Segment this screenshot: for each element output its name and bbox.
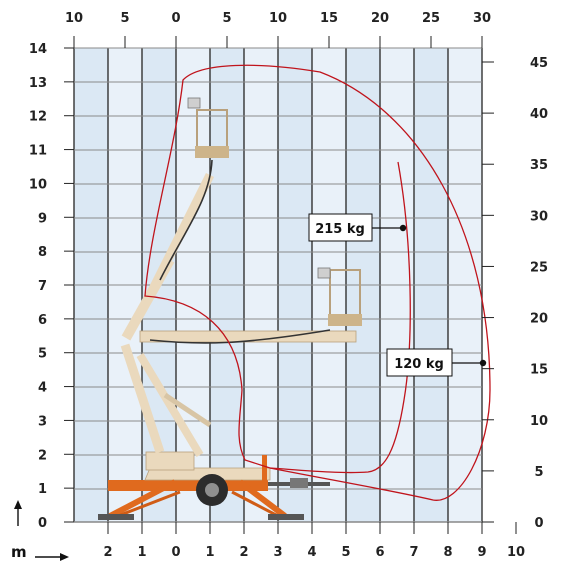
outrigger-right-brace (231, 490, 279, 518)
callout-point (479, 359, 487, 367)
boom-vertical (121, 97, 229, 341)
lower-cylinder (163, 392, 212, 428)
aerial-platform-illustration (98, 97, 362, 520)
left-tick-label: 10 (29, 177, 47, 192)
bottom-tick-label: 1 (205, 545, 214, 560)
bottom-tick-label: 3 (273, 545, 282, 560)
left-tick-label: 5 (38, 347, 47, 362)
top-tick-label: 25 (422, 11, 440, 26)
right-tick-label: 10 (530, 414, 548, 429)
outrigger-pad-right (268, 514, 304, 520)
top-tick-label: 0 (171, 11, 180, 26)
bottom-tick-label: 6 (375, 545, 384, 560)
bottom-axis: 2 1 0 1 2 3 4 5 6 7 8 9 10 (103, 522, 525, 560)
envelope-215kg (269, 161, 411, 474)
left-tick-label: 9 (38, 211, 47, 226)
bottom-tick-label: 2 (103, 545, 112, 560)
bottom-tick-label: 1 (137, 545, 146, 560)
boom-horizontal (139, 267, 362, 344)
basket-floor-horizontal (328, 314, 362, 326)
bottom-tick-label: 2 (239, 545, 248, 560)
hose (149, 329, 331, 344)
left-tick-label: 11 (29, 144, 47, 159)
right-tick-label: 45 (530, 56, 548, 71)
left-tick-label: 2 (38, 448, 47, 463)
unit-indicator: m (11, 500, 69, 561)
grid-lines (73, 47, 483, 523)
outrigger-left (108, 479, 177, 519)
left-tick-label: 6 (38, 313, 47, 328)
capacity-label-215: 215 kg (315, 222, 365, 237)
control-box-horizontal (317, 267, 331, 279)
top-tick-label: 5 (222, 11, 231, 26)
callout-215kg: 215 kg (308, 213, 407, 242)
capacity-label-120: 120 kg (394, 357, 444, 372)
unit-label: m (11, 543, 27, 561)
right-tick-label: 30 (530, 209, 548, 224)
right-axis: 0 5 10 15 20 25 30 35 40 45 (482, 56, 548, 531)
callout-box (386, 348, 453, 377)
top-tick-label: 10 (269, 11, 287, 26)
bottom-tick-label: 9 (477, 545, 486, 560)
mast (262, 455, 267, 481)
left-tick-label: 7 (38, 279, 47, 294)
right-arrow-head-icon (60, 553, 69, 561)
right-tick-label: 0 (534, 516, 543, 531)
top-tick-label: 30 (473, 11, 491, 26)
lower-boom-arm-2 (136, 352, 204, 458)
outrigger-left-brace (117, 490, 181, 518)
callout-120kg: 120 kg (386, 348, 487, 377)
hose-vertical (159, 159, 213, 281)
lower-boom (120, 343, 212, 471)
bottom-tick-label: 4 (307, 545, 316, 560)
turntable-base (144, 467, 271, 481)
hitch (290, 478, 308, 488)
left-tick-label: 8 (38, 245, 47, 260)
horizontal-boom-arm (139, 330, 357, 343)
chassis (98, 455, 330, 520)
right-tick-label: 20 (530, 312, 548, 327)
chassis-frame (108, 480, 268, 491)
right-tick-label: 35 (530, 158, 548, 173)
up-arrow-head-icon (14, 500, 22, 509)
left-tick-label: 4 (38, 381, 47, 396)
left-tick-label: 3 (38, 414, 47, 429)
bottom-tick-label: 8 (443, 545, 452, 560)
callout-box (308, 213, 373, 242)
basket-floor-vertical (195, 146, 229, 158)
vertical-boom-upper (145, 172, 215, 298)
right-tick-label: 15 (530, 363, 548, 378)
left-tick-label: 1 (38, 482, 47, 497)
bottom-tick-label: 5 (341, 545, 350, 560)
bottom-tick-label: 0 (171, 545, 180, 560)
right-tick-label: 5 (534, 465, 543, 480)
left-tick-label: 0 (38, 516, 47, 531)
callout-point (399, 224, 407, 232)
left-tick-label: 12 (29, 110, 47, 125)
top-tick-label: 10 (65, 11, 83, 26)
lower-boom-arm (120, 343, 165, 454)
top-axis: 10 5 0 5 10 15 20 25 30 (65, 11, 491, 48)
top-tick-label: 5 (120, 11, 129, 26)
control-box-vertical (187, 97, 201, 109)
top-tick-label: 15 (320, 11, 338, 26)
right-tick-label: 40 (530, 107, 548, 122)
outrigger-right (238, 479, 287, 519)
turret (145, 451, 195, 471)
left-tick-label: 14 (29, 42, 47, 57)
top-tick-label: 20 (371, 11, 389, 26)
outrigger-pad-left (98, 514, 134, 520)
bottom-tick-label: 7 (409, 545, 418, 560)
left-tick-label: 13 (29, 76, 47, 91)
bottom-tick-label: 10 (507, 545, 525, 560)
right-tick-label: 25 (530, 260, 548, 275)
wheel-hub (205, 483, 219, 497)
envelope-120kg (144, 64, 491, 501)
